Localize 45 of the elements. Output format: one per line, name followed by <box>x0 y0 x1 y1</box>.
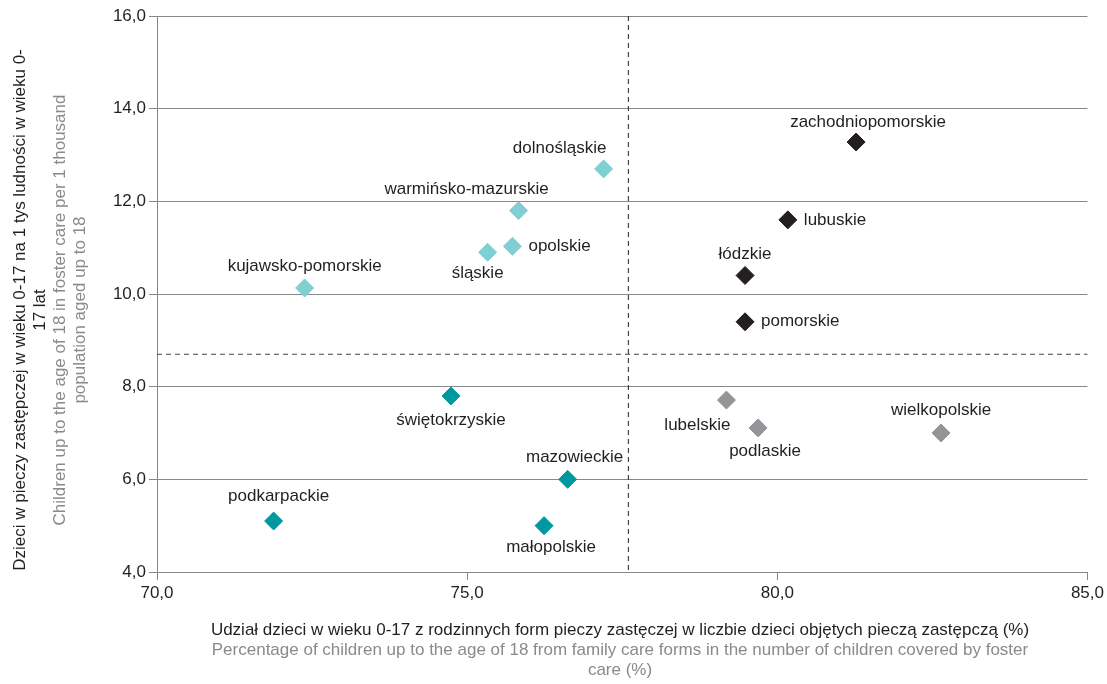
y-tick-label: 8,0 <box>122 376 146 396</box>
x-tick-label: 80,0 <box>760 582 794 602</box>
x-axis-title: Udział dzieci w wieku 0-17 z rodzinnych form pieczy zastęczej w liczbie dzieci objętych pieczą zastępczą (%) Percentage of children up to the age of 18 from family care forms in the number of children covered by foster care (%) <box>209 620 1031 680</box>
x-tick-label: 75,0 <box>450 582 484 602</box>
point <box>594 159 614 179</box>
annotation: pomorskie <box>761 311 840 331</box>
point <box>264 511 284 531</box>
annotation: warmińsko-mazurskie <box>383 179 549 199</box>
point <box>478 242 498 262</box>
annotation: wielkopolskie <box>889 399 992 419</box>
x-tick-label: 70,0 <box>140 582 174 602</box>
annotation: mazowieckie <box>525 447 624 467</box>
annotation: podlaskie <box>729 440 801 460</box>
point <box>778 210 798 230</box>
annotation: kujawsko-pomorskie <box>227 255 382 275</box>
y-tick-label: 16,0 <box>112 5 146 25</box>
x-tick-label: 85,0 <box>1070 582 1104 602</box>
y-tick-label: 14,0 <box>112 98 146 118</box>
annotation: małopolskie <box>506 537 596 557</box>
y-tick-label: 4,0 <box>122 561 146 581</box>
annotation: zachodniopomorskie <box>790 111 947 131</box>
point <box>509 201 529 221</box>
annotation: podkarpackie <box>228 485 330 505</box>
y-axis-title: Dzieci w pieczy zastępczej w wieku 0-17 na 1 tys ludności w wieku 0-17 lat Children up to the age of 18 in foster care per 1 thousand population aged up to 18 <box>10 48 90 573</box>
annotation: śląskie <box>451 262 504 282</box>
y-tick-label: 10,0 <box>112 283 146 303</box>
annotation: opolskie <box>528 235 591 255</box>
annotation: lubelskie <box>664 414 731 434</box>
point <box>716 390 736 410</box>
point <box>534 516 554 536</box>
y-tick-label: 6,0 <box>122 469 146 489</box>
point <box>931 423 951 443</box>
annotation: dolnośląskie <box>512 137 607 157</box>
annotation: lubuskie <box>803 209 867 229</box>
point <box>502 236 522 256</box>
point <box>735 265 755 285</box>
point <box>846 132 866 152</box>
point <box>748 418 768 438</box>
y-tick-label: 12,0 <box>112 191 146 211</box>
point <box>295 278 315 298</box>
annotation: świętokrzyskie <box>396 409 506 429</box>
point <box>558 469 578 489</box>
point <box>441 386 461 406</box>
annotation: łódzkie <box>718 244 772 264</box>
point <box>735 312 755 332</box>
